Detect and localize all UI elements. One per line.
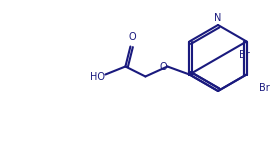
Text: Br: Br — [239, 50, 250, 59]
Text: O: O — [129, 32, 136, 42]
Text: O: O — [160, 61, 167, 72]
Text: Br: Br — [259, 82, 270, 93]
Text: N: N — [214, 13, 222, 23]
Text: HO: HO — [90, 72, 105, 82]
